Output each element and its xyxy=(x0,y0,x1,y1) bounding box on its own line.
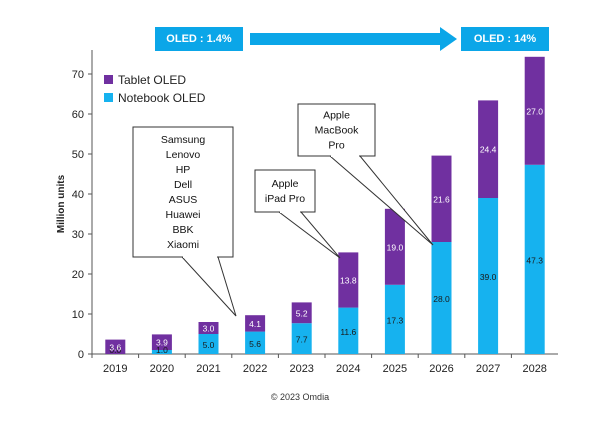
y-tick-label: 30 xyxy=(72,229,84,241)
bar-notebook-oled xyxy=(291,323,312,354)
bar-tablet-oled xyxy=(245,315,266,332)
callout-line: Samsung xyxy=(161,134,206,146)
data-label-tablet: 4.1 xyxy=(249,319,261,329)
bar-tablet-oled xyxy=(524,56,545,165)
bar-tablet-oled xyxy=(198,322,219,334)
data-label-notebook: 1.0 xyxy=(156,345,168,355)
data-label-notebook: 17.3 xyxy=(387,315,404,325)
callout-box xyxy=(254,169,316,213)
bar-notebook-oled xyxy=(151,350,172,354)
x-tick-label: 2027 xyxy=(476,363,500,375)
bar-tablet-oled xyxy=(338,252,359,308)
bar-tablet-oled xyxy=(384,208,405,285)
data-label-tablet: 19.0 xyxy=(387,242,404,252)
callout-line: Dell xyxy=(174,179,192,191)
x-tick-label: 2020 xyxy=(150,363,174,375)
data-label-tablet: 3.0 xyxy=(203,324,215,334)
banner-right: OLED : 14% xyxy=(461,27,549,51)
data-label-tablet: 3.9 xyxy=(156,338,168,348)
data-label-notebook: 39.0 xyxy=(480,272,497,282)
x-tick-label: 2021 xyxy=(196,363,220,375)
callout-pointer xyxy=(180,256,237,317)
data-label-tablet: 13.8 xyxy=(340,276,357,286)
x-tick-label: 2022 xyxy=(243,363,267,375)
data-label-notebook: 5.0 xyxy=(203,340,215,350)
y-tick-label: 40 xyxy=(72,189,84,201)
callout-line: Huawei xyxy=(165,209,200,221)
data-label-tablet: 24.4 xyxy=(480,145,497,155)
data-label-notebook: 28.0 xyxy=(433,294,450,304)
bar-notebook-oled xyxy=(338,307,359,354)
data-label-tablet: 5.2 xyxy=(296,308,308,318)
bar-notebook-oled xyxy=(431,242,452,354)
callout-pointer xyxy=(277,211,341,259)
data-label-tablet: 27.0 xyxy=(526,106,543,116)
copyright-text: © 2023 Omdia xyxy=(270,392,330,402)
callout-line: MacBook xyxy=(315,125,360,137)
y-tick-label: 60 xyxy=(72,109,84,121)
callout-line: BBK xyxy=(172,224,193,236)
bar-tablet-oled xyxy=(105,339,126,354)
x-tick-label: 2024 xyxy=(336,363,360,375)
x-tick-label: 2023 xyxy=(289,363,313,375)
callout-line: Xiaomi xyxy=(167,239,199,251)
x-tick-label: 2026 xyxy=(429,363,453,375)
banner-left: OLED : 1.4% xyxy=(155,27,243,51)
y-tick-label: 0 xyxy=(78,349,84,361)
bar-notebook-oled xyxy=(524,164,545,354)
legend-swatch-notebook-oled xyxy=(104,93,113,102)
data-label-notebook: 47.3 xyxy=(526,255,543,265)
y-tick-label: 70 xyxy=(72,69,84,81)
bar-tablet-oled xyxy=(151,334,172,350)
legend-label-notebook-oled: Notebook OLED xyxy=(118,91,206,105)
bar-tablet-oled xyxy=(478,100,499,198)
y-tick-label: 50 xyxy=(72,149,84,161)
bar-tablet-oled xyxy=(291,302,312,324)
data-label-tablet: 21.6 xyxy=(433,194,450,204)
x-tick-label: 2028 xyxy=(522,363,546,375)
callout-line: ASUS xyxy=(169,194,198,206)
legend-swatch-tablet-oled xyxy=(104,75,113,84)
data-label-notebook: 11.6 xyxy=(340,327,356,337)
bar-notebook-oled xyxy=(245,331,266,354)
banner-right-label: OLED : 14% xyxy=(473,33,537,45)
bar-notebook-oled xyxy=(384,284,405,354)
bar-notebook-oled xyxy=(478,198,499,354)
callout-line: Pro xyxy=(328,140,345,152)
callout-pointer xyxy=(328,155,434,246)
bar-tablet-oled xyxy=(431,155,452,242)
y-axis-title: Million units xyxy=(56,174,67,233)
callout-line: HP xyxy=(176,164,191,176)
callout-line: Apple xyxy=(272,178,299,190)
callout-box xyxy=(132,126,234,258)
bar-notebook-oled xyxy=(198,334,219,354)
data-label-notebook: 0.0 xyxy=(109,345,121,355)
data-label-notebook: 7.7 xyxy=(296,335,308,345)
data-label-notebook: 5.6 xyxy=(249,339,261,349)
callout-line: Apple xyxy=(323,110,350,122)
data-label-tablet: 3.6 xyxy=(109,342,121,352)
y-tick-label: 10 xyxy=(72,309,84,321)
callout-line: iPad Pro xyxy=(265,193,305,205)
banner-left-label: OLED : 1.4% xyxy=(166,33,232,45)
x-tick-label: 2019 xyxy=(103,363,127,375)
callout-line: Lenovo xyxy=(166,149,201,161)
banner-arrow-shape xyxy=(250,27,457,51)
legend-label-tablet-oled: Tablet OLED xyxy=(118,73,186,87)
y-tick-label: 20 xyxy=(72,269,84,281)
x-tick-label: 2025 xyxy=(383,363,407,375)
